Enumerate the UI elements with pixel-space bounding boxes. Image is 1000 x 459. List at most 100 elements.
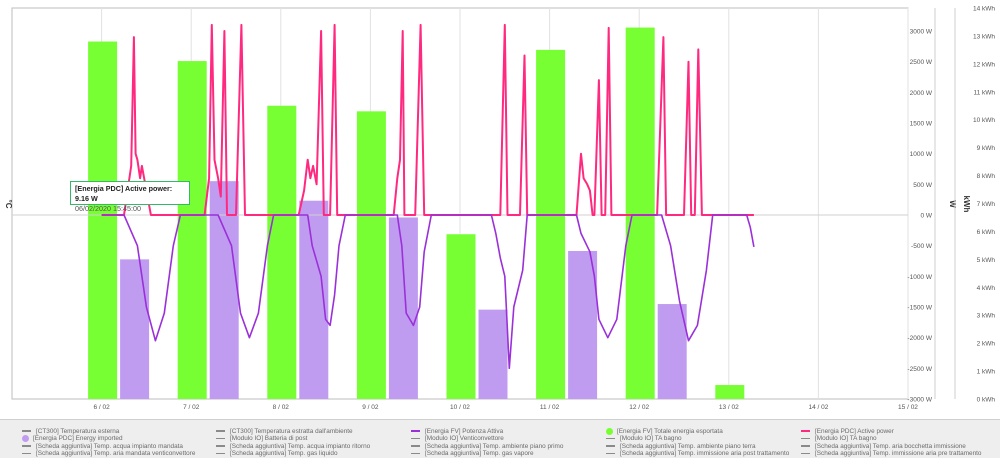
x-tick-label: 6 / 02 bbox=[93, 404, 110, 411]
legend-label: [Scheda aggiuntiva] Temp. aria mandata v… bbox=[36, 450, 196, 457]
legend-row: [Scheda aggiuntiva] Temp. aria mandata v… bbox=[0, 449, 1000, 459]
power-tick-label: 500 W bbox=[913, 182, 933, 189]
power-tick-label: 2000 W bbox=[910, 90, 933, 97]
energy-axis-title: kWh bbox=[962, 196, 971, 213]
legend-label: [Scheda aggiuntiva] Temp. gas vapore bbox=[425, 450, 534, 457]
legend-item[interactable]: [Modulo IO] TA bagno bbox=[801, 434, 877, 444]
legend-item[interactable]: [Energia FV] Totale energia esportata bbox=[606, 426, 723, 436]
legend-label: [Scheda aggiuntiva] Temp. acqua impianto… bbox=[230, 442, 371, 450]
x-tick-label: 12 / 02 bbox=[629, 404, 649, 411]
bar-energy-imported bbox=[657, 304, 687, 399]
legend-line-icon bbox=[22, 452, 31, 455]
energy-tick-label: 3 kWh bbox=[977, 313, 996, 320]
bar-energia-esportata bbox=[715, 385, 745, 399]
legend-label: [Scheda aggiuntiva] Temp. ambiente piano… bbox=[425, 442, 564, 450]
bar-energia-esportata bbox=[536, 49, 566, 400]
legend-item[interactable]: [CT300] Temperatura esterna bbox=[22, 426, 119, 436]
legend-label: [CT300] Temperatura esterna bbox=[36, 427, 120, 435]
legend-item[interactable]: [Scheda aggiuntiva] Temp. ambiente piano… bbox=[606, 441, 756, 451]
energy-tick-label: 0 kWh bbox=[977, 397, 996, 404]
legend-item[interactable]: [Scheda aggiuntiva] Temp. aria mandata v… bbox=[22, 449, 195, 459]
legend-line-icon bbox=[411, 437, 420, 440]
legend-label: [Scheda aggiuntiva] Temp. ambiente piano… bbox=[620, 442, 756, 450]
legend-row: [Energia PDC] Energy imported [Modulo IO]… bbox=[0, 434, 1000, 444]
legend-item[interactable]: [Scheda aggiuntiva] Temp. immissione ari… bbox=[801, 449, 981, 459]
legend-line-icon bbox=[801, 430, 810, 432]
x-tick-label: 14 / 02 bbox=[808, 404, 828, 411]
legend-label: [Energia FV] Potenza Attiva bbox=[425, 427, 504, 435]
power-tick-label: -1000 W bbox=[907, 274, 932, 281]
power-tick-label: -3000 W bbox=[907, 397, 932, 404]
x-tick-label: 9 / 02 bbox=[362, 404, 379, 411]
power-tick-label: 2500 W bbox=[910, 59, 933, 66]
legend-line-icon bbox=[801, 452, 810, 455]
legend-line-icon bbox=[801, 437, 810, 440]
legend-label: [Scheda aggiuntiva] Temp. immissione ari… bbox=[620, 450, 790, 457]
legend-item[interactable]: [Modulo IO] Batteria di post bbox=[216, 434, 307, 444]
bar-energia-esportata bbox=[625, 27, 655, 400]
legend-row: [CT300] Temperatura esterna [CT300] Tempe… bbox=[0, 426, 1000, 436]
legend-item[interactable]: [CT300] Temperatura estratta dall'ambien… bbox=[216, 426, 353, 436]
tooltip-title: [Energia PDC] Active power: 9.16 W bbox=[75, 184, 173, 203]
legend-row: [Scheda aggiuntiva] Temp. acqua impianto… bbox=[0, 441, 1000, 451]
legend-item[interactable]: [Modulo IO] TA bagno bbox=[606, 434, 682, 444]
energy-tick-label: 8 kWh bbox=[977, 173, 996, 180]
legend-line-icon bbox=[411, 452, 420, 455]
bar-energia-esportata bbox=[88, 41, 118, 400]
legend-item[interactable]: [Energia PDC] Active power bbox=[801, 426, 894, 436]
legend-item[interactable]: [Modulo IO] Venticonvettore bbox=[411, 434, 504, 444]
energy-tick-label: 1 kWh bbox=[977, 369, 996, 376]
bar-energia-esportata bbox=[177, 61, 207, 400]
legend-item[interactable]: [Scheda aggiuntiva] Temp. acqua impianto… bbox=[216, 441, 370, 451]
bar-energy-imported bbox=[388, 217, 418, 399]
bar-energy-imported bbox=[120, 259, 150, 399]
power-tick-label: 0 W bbox=[920, 213, 932, 220]
legend-item[interactable]: [Energia FV] Potenza Attiva bbox=[411, 426, 503, 436]
legend-item[interactable]: [Scheda aggiuntiva] Temp. gas liquido bbox=[216, 449, 338, 459]
energy-tick-label: 14 kWh bbox=[973, 6, 995, 13]
energy-tick-label: 9 kWh bbox=[977, 145, 996, 152]
legend-label: [Scheda aggiuntiva] Temp. gas liquido bbox=[230, 450, 338, 457]
legend-item[interactable]: [Energia PDC] Energy imported bbox=[22, 434, 123, 444]
legend-line-icon bbox=[22, 445, 31, 447]
legend-label: [Energia FV] Totale energia esportata bbox=[617, 427, 723, 435]
legend-item[interactable]: [Scheda aggiuntiva] Temp. ambiente piano… bbox=[411, 441, 563, 451]
power-tick-label: 3000 W bbox=[910, 29, 933, 36]
legend-line-icon bbox=[216, 430, 225, 432]
energy-tick-label: 2 kWh bbox=[977, 341, 996, 348]
legend-label: [Scheda aggiuntiva] Temp. immissione ari… bbox=[815, 450, 982, 457]
tooltip-date: 06/02/2020 15:45:00 bbox=[75, 204, 141, 213]
power-axis-title: W bbox=[948, 200, 957, 208]
legend-label: [Modulo IO] Venticonvettore bbox=[425, 435, 504, 442]
legend-item[interactable]: [Scheda aggiuntiva] Temp. aria bocchetta… bbox=[801, 441, 966, 451]
legend-dot-icon bbox=[22, 435, 29, 442]
power-tick-label: -2500 W bbox=[907, 366, 932, 373]
legend-item[interactable]: [Scheda aggiuntiva] Temp. immissione ari… bbox=[606, 449, 789, 459]
legend-line-icon bbox=[216, 452, 225, 455]
power-tick-label: 1000 W bbox=[910, 151, 933, 158]
energy-tick-label: 11 kWh bbox=[973, 89, 995, 96]
legend-item[interactable]: [Scheda aggiuntiva] Temp. acqua impianto… bbox=[22, 441, 183, 451]
legend-line-icon bbox=[606, 445, 615, 447]
legend-line-icon bbox=[216, 445, 225, 447]
legend-line-icon bbox=[606, 452, 615, 455]
chart-legend: [CT300] Temperatura esterna [CT300] Tempe… bbox=[0, 419, 1000, 458]
bar-energia-esportata bbox=[267, 105, 297, 399]
power-tick-label: -2000 W bbox=[907, 335, 932, 342]
energy-tick-label: 12 kWh bbox=[973, 61, 995, 68]
bar-energy-imported bbox=[478, 309, 508, 399]
energy-tick-label: 13 kWh bbox=[973, 33, 995, 40]
x-tick-label: 15 / 02 bbox=[898, 404, 918, 411]
x-tick-label: 7 / 02 bbox=[183, 404, 200, 411]
legend-item[interactable]: [Scheda aggiuntiva] Temp. gas vapore bbox=[411, 449, 534, 459]
power-tick-label: -500 W bbox=[911, 243, 933, 250]
bar-energia-esportata bbox=[356, 111, 386, 399]
energy-tick-label: 6 kWh bbox=[977, 229, 996, 236]
legend-label: [CT300] Temperatura estratta dall'ambien… bbox=[230, 427, 353, 435]
legend-label: [Energia PDC] Active power bbox=[815, 427, 894, 435]
x-tick-label: 8 / 02 bbox=[273, 404, 290, 411]
legend-label: [Modulo IO] Batteria di post bbox=[230, 435, 308, 442]
legend-line-icon bbox=[411, 445, 420, 447]
x-tick-label: 11 / 02 bbox=[540, 404, 560, 411]
power-tick-label: -1500 W bbox=[907, 305, 932, 312]
